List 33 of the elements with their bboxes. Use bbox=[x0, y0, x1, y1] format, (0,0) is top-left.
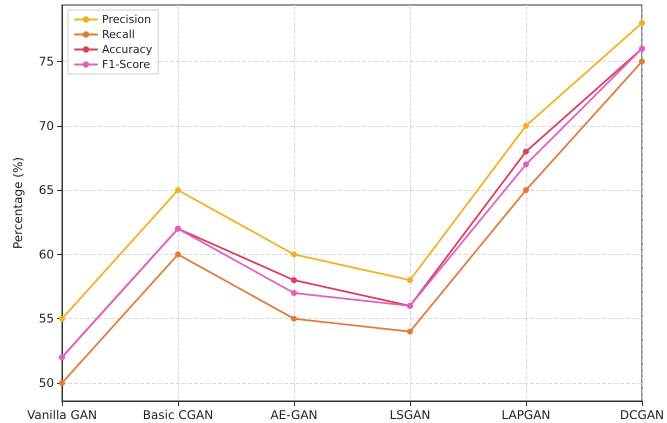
point bbox=[290, 316, 297, 322]
y-tick-label: 70 bbox=[38, 118, 54, 133]
x-tick-label: LSGAN bbox=[390, 408, 430, 422]
legend-label: F1-Score bbox=[102, 58, 150, 71]
x-tick-label: DCGAN bbox=[620, 408, 664, 422]
x-tick-label: AE-GAN bbox=[270, 408, 318, 422]
point bbox=[59, 316, 65, 322]
point bbox=[638, 58, 645, 65]
point bbox=[406, 328, 413, 335]
point bbox=[522, 187, 529, 194]
y-axis-title: Percentage (%) bbox=[11, 156, 25, 250]
legend-label: Accuracy bbox=[102, 43, 153, 56]
x-tick-label: LAPGAN bbox=[502, 408, 550, 422]
y-tick-label: 50 bbox=[38, 376, 54, 390]
point bbox=[290, 251, 297, 258]
point bbox=[522, 122, 529, 129]
x-tick-label: Vanilla GAN bbox=[27, 408, 97, 422]
point bbox=[522, 161, 529, 168]
legend-label: Recall bbox=[102, 28, 135, 41]
point bbox=[174, 187, 181, 194]
legend-label: Precision bbox=[102, 13, 152, 26]
point bbox=[522, 148, 529, 155]
point bbox=[406, 277, 413, 284]
y-tick-label: 65 bbox=[38, 183, 54, 198]
y-tick-label: 75 bbox=[38, 54, 54, 69]
y-tick-label: 55 bbox=[38, 312, 54, 326]
point bbox=[638, 20, 645, 26]
x-tick-label: Basic CGAN bbox=[142, 408, 214, 422]
point bbox=[290, 290, 297, 296]
point bbox=[174, 251, 181, 258]
y-tick-label: 60 bbox=[38, 247, 54, 262]
point bbox=[290, 277, 297, 284]
point bbox=[59, 380, 65, 386]
